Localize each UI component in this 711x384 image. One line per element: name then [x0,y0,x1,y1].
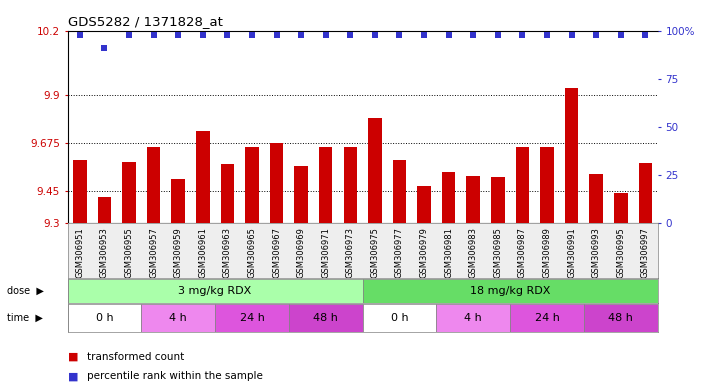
Bar [122,162,136,223]
Bar [343,147,357,223]
Text: 48 h: 48 h [609,313,634,323]
Text: GSM306965: GSM306965 [247,227,257,278]
Text: GSM306959: GSM306959 [173,227,183,278]
Text: 4 h: 4 h [169,313,187,323]
Text: 0 h: 0 h [390,313,408,323]
Text: GSM306957: GSM306957 [149,227,158,278]
Bar [269,143,283,223]
Text: 3 mg/kg RDX: 3 mg/kg RDX [178,286,252,296]
Bar [171,179,185,223]
Bar [141,304,215,331]
Text: GSM306953: GSM306953 [100,227,109,278]
Text: time  ▶: time ▶ [7,313,43,323]
Text: GSM306993: GSM306993 [592,227,601,278]
Bar [510,304,584,331]
Bar [294,166,308,223]
Text: GSM306971: GSM306971 [321,227,330,278]
Bar [540,147,554,223]
Text: GSM306977: GSM306977 [395,227,404,278]
Text: GSM306995: GSM306995 [616,227,625,278]
Text: GSM306963: GSM306963 [223,227,232,278]
Bar [614,193,628,223]
Bar [68,279,363,303]
Text: GSM306967: GSM306967 [272,227,281,278]
Text: GSM306991: GSM306991 [567,227,576,278]
Bar [392,160,406,223]
Text: 48 h: 48 h [314,313,338,323]
Bar [442,172,456,223]
Text: 18 mg/kg RDX: 18 mg/kg RDX [470,286,550,296]
Bar [491,177,505,223]
Bar [220,164,234,223]
Bar [215,304,289,331]
Text: GSM306955: GSM306955 [124,227,134,278]
Text: 24 h: 24 h [535,313,560,323]
Text: ■: ■ [68,371,78,381]
Text: GSM306969: GSM306969 [296,227,306,278]
Text: GSM306979: GSM306979 [419,227,429,278]
Text: transformed count: transformed count [87,352,185,362]
Text: GDS5282 / 1371828_at: GDS5282 / 1371828_at [68,15,223,28]
Text: GSM306951: GSM306951 [75,227,85,278]
Bar [245,147,259,223]
Bar [363,304,437,331]
Text: GSM306987: GSM306987 [518,227,527,278]
Text: ■: ■ [68,352,78,362]
Text: 24 h: 24 h [240,313,264,323]
Text: percentile rank within the sample: percentile rank within the sample [87,371,263,381]
Bar [319,147,333,223]
Text: GSM306985: GSM306985 [493,227,503,278]
Bar [466,176,480,223]
Bar [515,147,529,223]
Bar [73,160,87,223]
Bar [589,174,603,223]
Text: GSM306981: GSM306981 [444,227,453,278]
Bar [368,118,382,223]
Text: GSM306961: GSM306961 [198,227,208,278]
Bar [417,187,431,223]
Bar [638,163,652,223]
Bar [584,304,658,331]
Bar [437,304,510,331]
Bar [565,88,578,223]
Text: GSM306989: GSM306989 [542,227,552,278]
Text: GSM306975: GSM306975 [370,227,380,278]
Bar [363,279,658,303]
Bar [196,131,210,223]
Text: 0 h: 0 h [95,313,113,323]
Text: dose  ▶: dose ▶ [7,286,44,296]
Text: GSM306983: GSM306983 [469,227,478,278]
Bar [68,304,141,331]
Text: GSM306973: GSM306973 [346,227,355,278]
Bar [97,197,111,223]
Bar [289,304,363,331]
Text: GSM306997: GSM306997 [641,227,650,278]
Bar [147,147,161,223]
Text: 4 h: 4 h [464,313,482,323]
